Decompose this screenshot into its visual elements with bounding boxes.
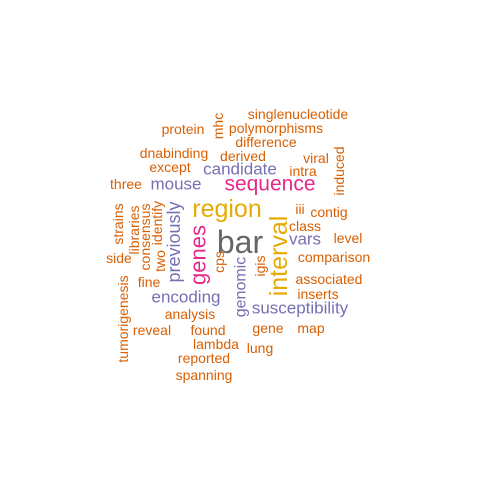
word-gene: gene [252,320,283,336]
word-vars: vars [289,230,321,249]
word-susceptibility: susceptibility [252,299,349,318]
word-polymorphisms: polymorphisms [229,120,323,136]
word-interval: interval [265,216,293,297]
word-iii: iii [295,201,304,217]
word-class: class [289,218,321,234]
word-analysis: analysis [165,306,216,322]
word-side: side [106,250,132,266]
word-viral: viral [303,150,329,166]
word-dnabinding: dnabinding [140,145,209,161]
word-associated: associated [296,271,363,287]
word-lambda: lambda [193,336,239,352]
word-singlenucleotide: singlenucleotide [248,106,349,122]
word-level: level [334,230,363,246]
word-tumorigenesis: tumorigenesis [115,275,131,362]
word-protein: protein [162,121,205,137]
word-group: barsequenceregionintervalgenescandidatem… [106,106,370,383]
word-reported: reported [178,350,230,366]
word-genomic: genomic [233,257,250,317]
word-consensus: consensus [137,204,153,271]
word-inserts: inserts [297,286,338,302]
word-identify: identify [149,201,165,245]
word-previously: previously [164,201,184,282]
word-contig: contig [310,204,347,220]
word-region: region [192,195,262,223]
word-spanning: spanning [176,367,233,383]
word-derived: derived [220,148,266,164]
word-sequence: sequence [224,173,315,196]
word-candidate: candidate [203,160,277,179]
word-difference: difference [235,134,296,150]
word-two: two [152,250,168,272]
word-induced: induced [331,146,347,195]
word-mhc: mhc [210,113,226,139]
word-lung: lung [247,340,273,356]
word-genes: genes [186,225,211,285]
word-map: map [297,320,324,336]
word-reveal: reveal [133,322,171,338]
word-strains: strains [110,203,126,244]
word-cps: cps [211,251,227,273]
word-comparison: comparison [298,249,370,265]
word-fine: fine [138,274,161,290]
word-except: except [149,159,190,175]
word-mouse: mouse [150,175,201,194]
word-encoding: encoding [151,288,220,307]
word-intra: intra [289,163,316,179]
word-found: found [190,322,225,338]
word-bar: bar [217,224,264,260]
word-igis: igis [252,255,268,276]
word-libraries: libraries [126,205,142,254]
word-three: three [110,176,142,192]
